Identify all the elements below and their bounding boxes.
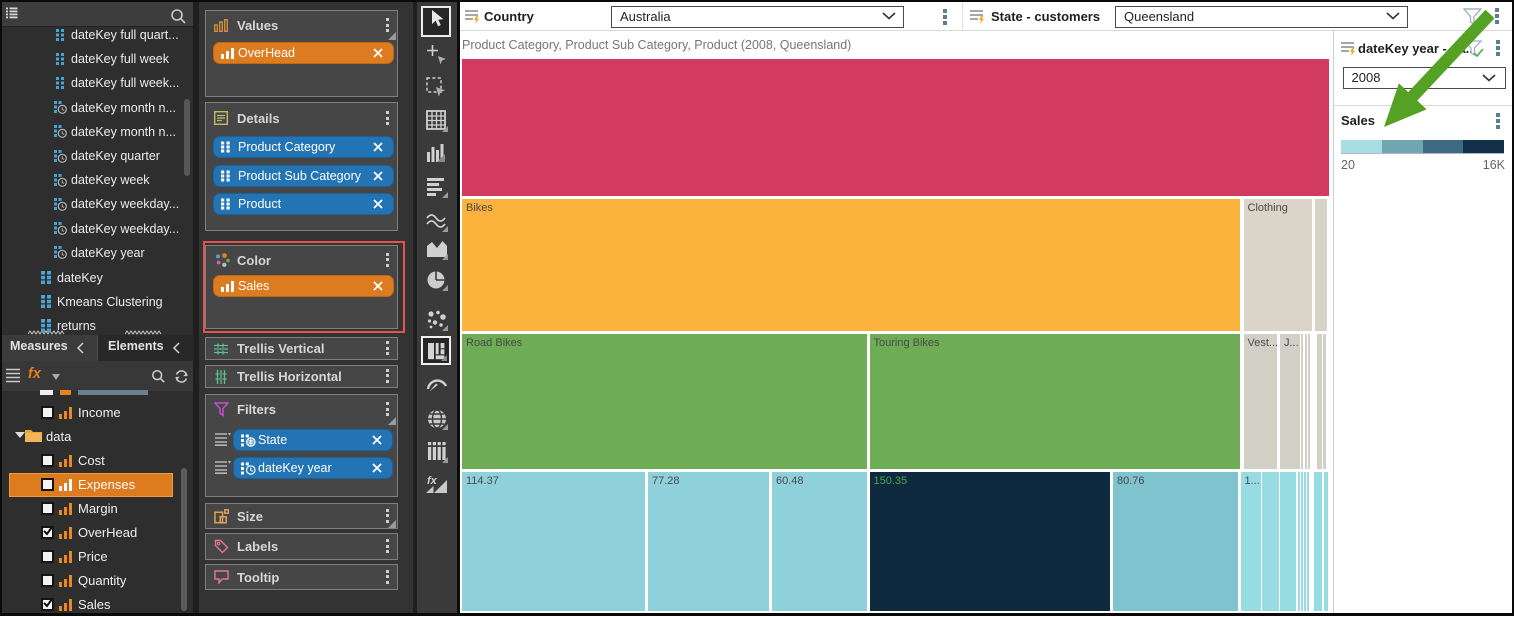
svg-text:fx: fx bbox=[427, 475, 438, 487]
